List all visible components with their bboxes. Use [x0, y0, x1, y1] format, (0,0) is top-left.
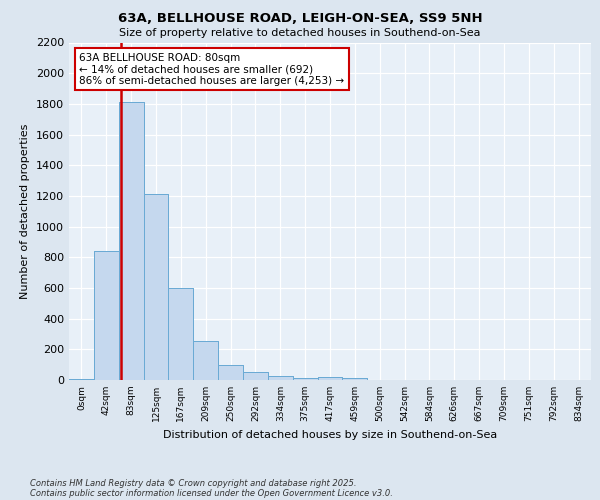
Bar: [143, 194, 169, 380]
Text: 63A, BELLHOUSE ROAD, LEIGH-ON-SEA, SS9 5NH: 63A, BELLHOUSE ROAD, LEIGH-ON-SEA, SS9 5…: [118, 12, 482, 26]
Text: Contains HM Land Registry data © Crown copyright and database right 2025.: Contains HM Land Registry data © Crown c…: [30, 478, 356, 488]
Bar: [243, 372, 268, 380]
Text: Size of property relative to detached houses in Southend-on-Sea: Size of property relative to detached ho…: [119, 28, 481, 38]
Bar: [317, 377, 343, 380]
Bar: [293, 378, 317, 380]
Bar: [343, 378, 367, 380]
Bar: [293, 378, 317, 380]
Bar: [218, 364, 243, 380]
Bar: [94, 251, 119, 380]
Bar: [193, 341, 218, 380]
Bar: [268, 376, 293, 380]
Bar: [317, 377, 343, 380]
Bar: [169, 288, 193, 380]
Bar: [243, 372, 268, 380]
Bar: [143, 194, 169, 380]
Text: Contains public sector information licensed under the Open Government Licence v3: Contains public sector information licen…: [30, 488, 393, 498]
Bar: [94, 251, 119, 380]
Bar: [268, 376, 293, 380]
Text: 63A BELLHOUSE ROAD: 80sqm
← 14% of detached houses are smaller (692)
86% of semi: 63A BELLHOUSE ROAD: 80sqm ← 14% of detac…: [79, 52, 344, 86]
Bar: [169, 288, 193, 380]
Bar: [69, 379, 94, 380]
Bar: [119, 102, 143, 380]
Y-axis label: Number of detached properties: Number of detached properties: [20, 124, 31, 299]
Bar: [193, 341, 218, 380]
Bar: [343, 378, 367, 380]
X-axis label: Distribution of detached houses by size in Southend-on-Sea: Distribution of detached houses by size …: [163, 430, 497, 440]
Bar: [218, 364, 243, 380]
Bar: [119, 102, 143, 380]
Bar: [69, 379, 94, 380]
